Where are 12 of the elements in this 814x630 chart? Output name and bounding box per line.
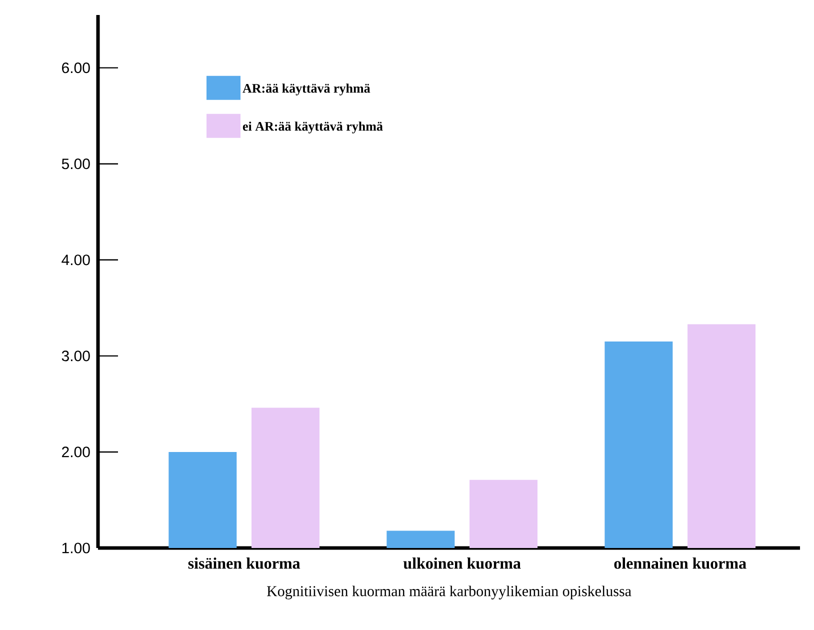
legend-label: ei AR:ää käyttävä ryhmä [242,122,383,134]
y-tick-label: 6.00 [62,62,90,74]
x-axis-title: Kognitiivisen kuorman määrä karbonyylikemian opiskelussa [266,586,632,600]
y-tick-label: 2.00 [62,446,90,458]
legend-label: AR:ää käyttävä ryhmä [242,84,370,96]
y-tick-label: 5.00 [62,158,90,170]
y-tick-label: 1.00 [62,542,90,554]
x-tick-label: ulkoinen kuorma [403,558,521,569]
x-tick-label: olennainen kuorma [614,558,746,569]
y-tick-label: 3.00 [62,350,90,362]
y-tick-label: 4.00 [62,254,90,266]
x-tick-label: sisäinen kuorma [188,558,300,569]
